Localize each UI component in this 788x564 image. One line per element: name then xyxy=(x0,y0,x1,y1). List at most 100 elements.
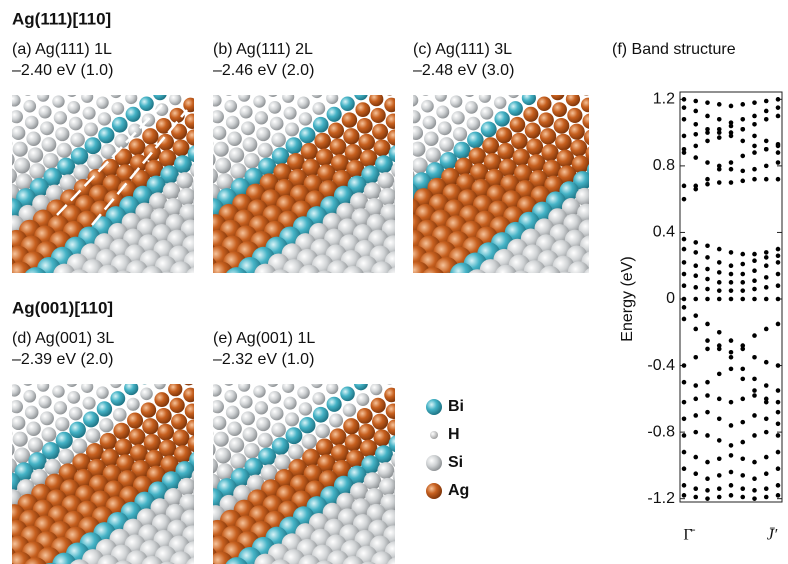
band-point xyxy=(764,250,769,255)
atom-si xyxy=(14,447,30,463)
panel-energy: –2.46 eV (2.0) xyxy=(213,62,314,79)
panel-label: (e) Ag(001) 1L xyxy=(213,330,315,347)
band-point xyxy=(705,410,710,415)
atom-si xyxy=(226,406,240,420)
section-title: Ag(001)[110] xyxy=(12,298,113,317)
atom-si xyxy=(424,132,438,146)
atom-si xyxy=(54,401,67,414)
y-axis-label: Energy (eV) xyxy=(619,256,636,341)
atom-si xyxy=(55,127,69,141)
atom-si xyxy=(168,367,179,378)
band-point xyxy=(764,99,769,104)
section-title: Ag(111)[110] xyxy=(12,9,111,28)
atom-ag xyxy=(372,414,388,430)
band-point xyxy=(764,495,769,500)
atom-si xyxy=(226,116,240,130)
atom-si xyxy=(84,275,107,298)
atom-si xyxy=(252,370,264,382)
atom-si xyxy=(244,153,260,169)
atom-si xyxy=(58,449,74,465)
atom-si xyxy=(28,437,43,452)
band-point xyxy=(729,338,734,343)
atom-si xyxy=(8,94,20,106)
band-point xyxy=(740,397,745,402)
atom-si xyxy=(10,400,23,413)
atom-ag xyxy=(398,377,412,391)
atom-si xyxy=(467,117,481,131)
atom-si xyxy=(52,95,64,107)
band-point xyxy=(705,277,710,282)
band-point xyxy=(729,124,734,129)
band-point xyxy=(682,417,687,422)
band-point xyxy=(705,114,710,119)
atom-ag xyxy=(168,382,182,396)
band-point xyxy=(705,267,710,272)
band-point xyxy=(729,160,734,165)
atom-si xyxy=(254,264,276,286)
band-point xyxy=(693,144,698,149)
atom-si xyxy=(96,386,108,398)
band-point xyxy=(705,460,710,465)
band-point xyxy=(764,327,769,332)
band-point xyxy=(740,288,745,293)
band-point xyxy=(729,367,734,372)
atom-si xyxy=(176,172,193,189)
atom-ag xyxy=(595,87,609,101)
x-tick-label: Γ̄ xyxy=(683,527,695,544)
atom-ag xyxy=(343,418,359,434)
atom-si xyxy=(42,427,57,442)
band-point xyxy=(682,297,687,302)
atom-si xyxy=(40,411,54,425)
atom-si xyxy=(70,133,85,148)
band-point xyxy=(740,262,745,267)
band-point xyxy=(693,297,698,302)
atom-si xyxy=(211,110,224,123)
atom-si xyxy=(241,411,255,425)
atom-ag xyxy=(386,403,402,419)
atom-ag xyxy=(357,118,373,134)
atom-ag xyxy=(185,403,201,419)
atom-si xyxy=(127,398,140,411)
atom-ag xyxy=(386,113,401,128)
panel-energy: –2.48 eV (3.0) xyxy=(413,62,514,79)
structure-image xyxy=(388,75,614,299)
legend-swatch xyxy=(430,431,438,439)
band-point xyxy=(717,180,722,185)
atom-si xyxy=(288,444,304,460)
band-point xyxy=(729,134,734,139)
band-point xyxy=(729,355,734,360)
atom-si xyxy=(453,127,467,141)
band-point xyxy=(705,338,710,343)
band-point xyxy=(717,135,722,140)
band-point xyxy=(752,287,757,292)
band-point xyxy=(740,252,745,257)
band-point xyxy=(752,377,757,382)
band-point xyxy=(776,450,781,455)
band-point xyxy=(752,433,757,438)
atom-si xyxy=(479,91,491,103)
atom-si xyxy=(439,137,454,152)
atom-si xyxy=(0,458,17,475)
atom-ag xyxy=(185,113,200,128)
atoms xyxy=(189,75,419,299)
atom-bi xyxy=(97,401,112,416)
atom-si xyxy=(0,426,12,441)
atom-si xyxy=(139,82,151,94)
atom-bi xyxy=(83,411,99,427)
band-point xyxy=(705,297,710,302)
band-point xyxy=(740,102,745,107)
atom-si xyxy=(54,111,67,124)
band-point xyxy=(682,105,687,110)
band-point xyxy=(776,433,781,438)
atom-si xyxy=(583,267,605,289)
y-tick-label: 1.2 xyxy=(653,91,675,108)
atom-si xyxy=(449,80,460,91)
atom-si xyxy=(43,153,59,169)
atom-bi xyxy=(354,376,368,390)
atom-si xyxy=(243,427,258,442)
atom-si xyxy=(196,394,209,407)
atom-si xyxy=(193,194,211,212)
atom-si xyxy=(396,209,415,228)
band-point xyxy=(776,483,781,488)
atom-ag xyxy=(383,82,397,96)
